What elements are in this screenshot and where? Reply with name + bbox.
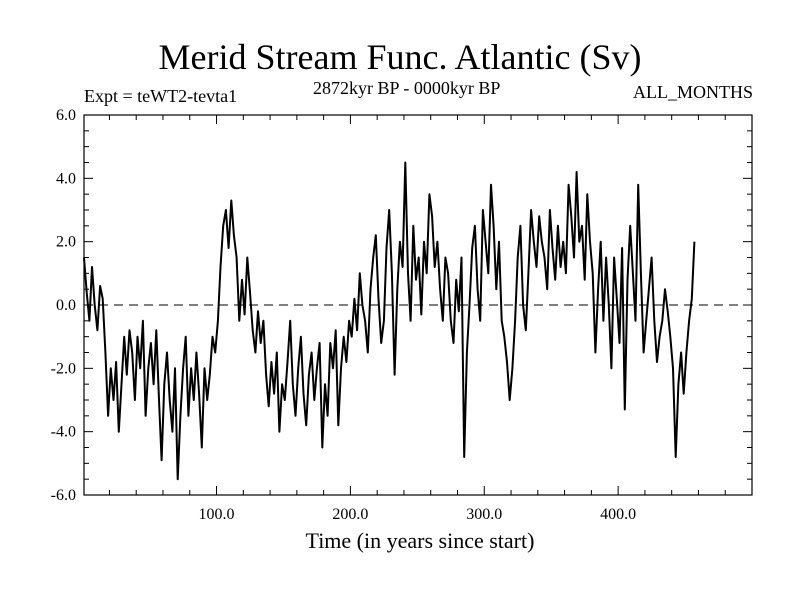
chart-title: Merid Stream Func. Atlantic (Sv) — [158, 37, 642, 77]
period-label: 2872kyr BP - 0000kyr BP — [313, 78, 501, 98]
x-tick-label: 300.0 — [466, 506, 502, 523]
x-tick-label: 400.0 — [600, 506, 636, 523]
y-tick-label: -2.0 — [51, 360, 76, 377]
series-line — [83, 161, 696, 481]
y-tick-label: -4.0 — [51, 424, 76, 441]
x-tick-label: 200.0 — [332, 506, 368, 523]
season-label: ALL_MONTHS — [633, 82, 753, 102]
y-tick-label: 2.0 — [56, 234, 76, 251]
y-tick-label: 0.0 — [56, 297, 76, 314]
y-tick-label: -6.0 — [51, 487, 76, 504]
y-tick-label: 6.0 — [56, 107, 76, 124]
experiment-label: Expt = teWT2-tevta1 — [84, 86, 238, 106]
y-tick-label: 4.0 — [56, 170, 76, 187]
x-axis-label: Time (in years since start) — [305, 528, 535, 553]
x-tick-label: 100.0 — [199, 506, 235, 523]
